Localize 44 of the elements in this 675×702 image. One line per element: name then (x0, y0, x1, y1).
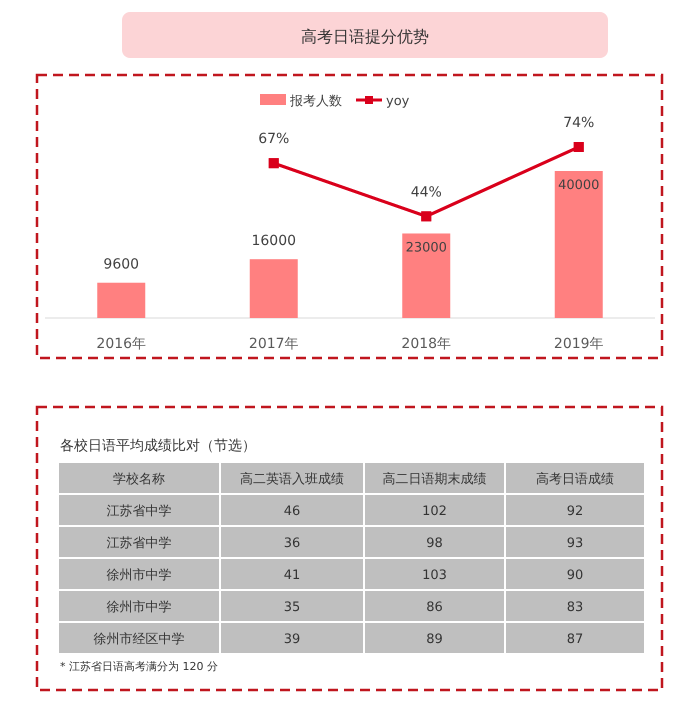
data-label: 46 (284, 504, 300, 519)
data-label: 86 (426, 600, 443, 615)
y-tick-label: 江苏省中学 (106, 504, 172, 519)
data-label: 103 (422, 568, 447, 583)
data-label: 36 (284, 536, 300, 551)
bar (554, 171, 603, 318)
bar (402, 233, 450, 318)
data-label: 67% (258, 131, 290, 148)
data-label: 89 (426, 632, 443, 647)
x-tick-label: 高考日语成绩 (536, 471, 614, 487)
data-label: 44% (410, 184, 442, 200)
data-label: 87 (566, 632, 584, 647)
data-label: 90 (566, 568, 584, 583)
x-tick-label: 高二英语入班成绩 (240, 471, 344, 487)
x-tick-label: 2019年 (554, 336, 604, 352)
y-tick-label: 江苏省中学 (106, 536, 172, 551)
data-label: 102 (422, 504, 447, 519)
chart-title: 各校日语平均成绩比对（节选） (60, 438, 256, 454)
data-label: 41 (284, 568, 300, 583)
bar (97, 282, 146, 318)
data-label: 98 (426, 536, 443, 551)
data-label: 92 (566, 504, 584, 519)
chart-title: 高考日语提分优势 (301, 27, 429, 46)
data-label: 83 (566, 600, 584, 615)
data-label: 9600 (103, 256, 140, 273)
x-tick-label: 高二日语期末成绩 (382, 471, 486, 487)
data-label: 74% (563, 115, 594, 131)
data-label: 39 (284, 632, 300, 647)
y-tick-label: 徐州市经区中学 (94, 632, 184, 647)
y-tick-label: 徐州市中学 (106, 600, 172, 615)
x-tick-label: 2017年 (248, 336, 299, 352)
x-tick-label: 2016年 (96, 336, 146, 352)
x-tick-label: 2018年 (401, 336, 452, 352)
text: * 江苏省日语高考满分为 120 分 (60, 660, 218, 673)
bar (250, 259, 298, 318)
data-label: 35 (284, 600, 300, 615)
legend-label: yoy (386, 94, 410, 109)
data-label: 93 (566, 536, 584, 551)
data-label: 40000 (558, 178, 600, 193)
data-label: 16000 (251, 233, 296, 250)
legend-label: 报考人数 (289, 94, 342, 109)
y-tick-label: 徐州市中学 (106, 568, 172, 583)
y-axis-title: 学校名称 (113, 472, 165, 487)
data-label: 23000 (406, 240, 447, 256)
